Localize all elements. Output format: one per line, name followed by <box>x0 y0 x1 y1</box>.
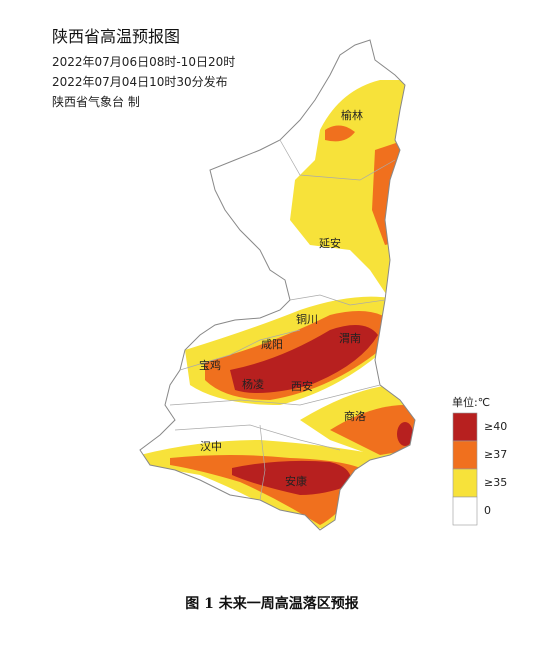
city-label: 杨凌 <box>242 377 264 391</box>
legend-swatch <box>452 468 478 498</box>
zone-37 <box>330 405 415 455</box>
map-title: 陕西省高温预报图 <box>52 27 180 46</box>
issuer: 陕西省气象台 制 <box>52 94 140 109</box>
legend: 单位:℃ ≥40 ≥37 ≥35 0 <box>452 395 507 526</box>
zone-40 <box>232 460 351 495</box>
legend-label: ≥35 <box>484 476 507 489</box>
zone-37 <box>325 125 355 142</box>
issue-time: 2022年07月04日10时30分发布 <box>52 74 228 89</box>
zone-35 <box>290 80 410 300</box>
city-label: 汉中 <box>200 440 222 453</box>
city-label: 安康 <box>285 474 307 488</box>
heat-zones <box>140 80 415 530</box>
legend-label: 0 <box>484 504 491 517</box>
zone-40 <box>397 422 413 446</box>
valid-period: 2022年07月06日08时-10日20时 <box>52 55 235 69</box>
zone-40 <box>230 325 378 394</box>
city-label: 铜川 <box>296 312 318 326</box>
city-label: 渭南 <box>339 332 361 345</box>
city-label: 宝鸡 <box>199 358 221 372</box>
legend-label: ≥37 <box>484 448 507 461</box>
city-label: 咸阳 <box>261 338 283 351</box>
district-boundaries <box>169 139 396 501</box>
legend-label: ≥40 <box>484 420 507 433</box>
city-label: 商洛 <box>344 409 366 423</box>
legend-swatch <box>452 496 478 526</box>
figure-caption: 图 1 未来一周高温落区预报 <box>185 595 359 612</box>
legend-swatch <box>452 440 478 470</box>
legend-swatch <box>452 412 478 442</box>
city-label: 西安 <box>291 379 313 393</box>
city-label: 榆林 <box>341 108 363 122</box>
city-label: 延安 <box>319 236 341 250</box>
legend-title: 单位:℃ <box>452 395 490 409</box>
